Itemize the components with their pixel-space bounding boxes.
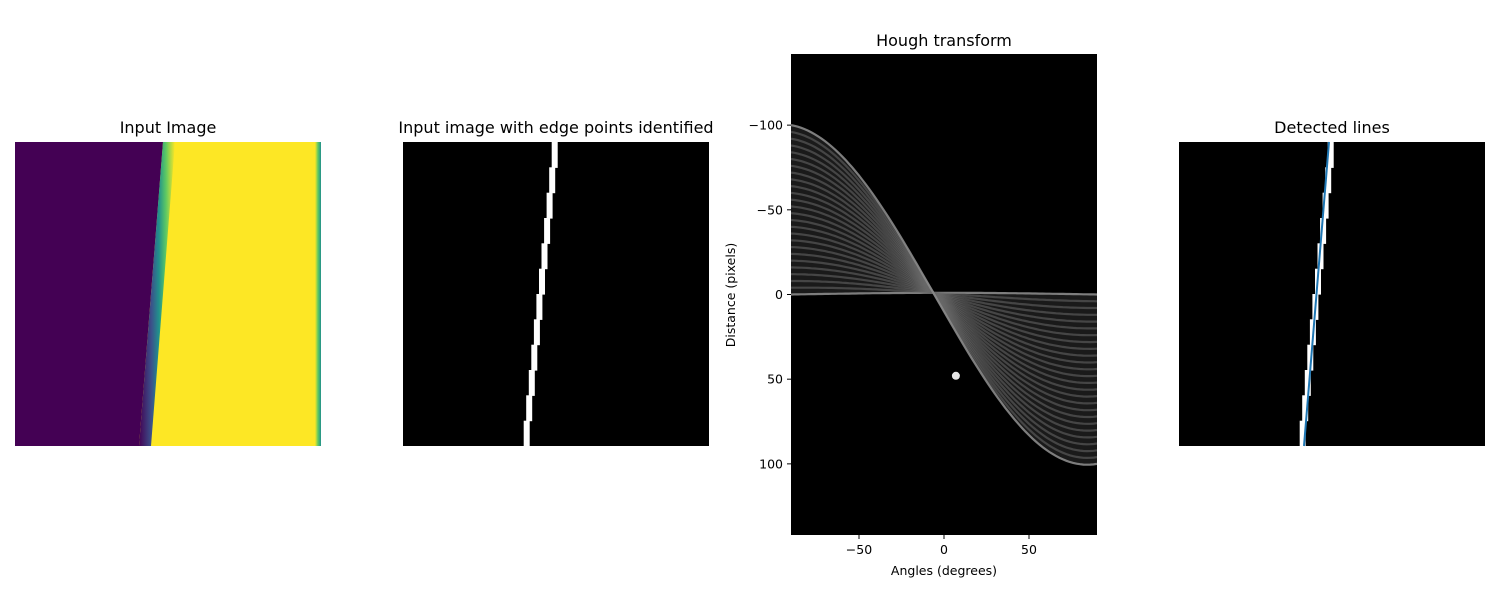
edge-points: [523, 142, 558, 447]
hough-x-tick-label: 0: [940, 542, 948, 557]
hough-x-ticks: −50 0 50: [846, 535, 1037, 557]
hough-y-tick-label: 0: [775, 287, 783, 302]
input-image-right-border: [315, 142, 321, 446]
input-image-low-region: [15, 142, 163, 446]
detected-edge-segment-9: [1304, 370, 1311, 396]
detected-edge-segment-0: [1327, 142, 1334, 168]
detected-image-background: [1179, 142, 1485, 446]
panel-detected-lines: Detected lines: [1179, 118, 1485, 447]
hough-x-axis-label: Angles (degrees): [891, 563, 997, 578]
detected-edge-segment-10: [1302, 395, 1309, 422]
detected-edge-segment-1: [1325, 167, 1332, 194]
hough-x-tick-label: −50: [846, 542, 872, 557]
edge-point-segment-9: [528, 370, 535, 396]
hough-y-tick-label: 100: [759, 456, 783, 471]
panel-input-image: Input Image: [15, 118, 321, 446]
hough-y-axis-label: Distance (pixels): [723, 243, 738, 347]
hough-y-ticks: −100 −50 0 50 100: [749, 118, 791, 471]
title-input-image: Input Image: [120, 118, 217, 137]
edge-point-segment-6: [536, 294, 543, 320]
detected-edge-segment-3: [1320, 218, 1327, 244]
edge-point-segment-0: [551, 142, 558, 168]
edge-point-segment-11: [523, 420, 530, 447]
panel-hough-transform: Hough transform −50 0 50 −100 −50 0 50 100 Ang…: [723, 31, 1097, 578]
edge-point-segment-3: [544, 218, 551, 244]
hough-y-tick-label: 50: [767, 372, 783, 387]
input-image-edge-gradient: [139, 142, 175, 446]
title-hough-transform: Hough transform: [876, 31, 1012, 50]
hough-x-tick-label: 50: [1021, 542, 1037, 557]
detected-edge-segment-2: [1322, 192, 1329, 219]
title-edge-points: Input image with edge points identified: [398, 118, 713, 137]
edge-point-segment-5: [539, 268, 545, 295]
edge-point-segment-7: [533, 319, 540, 346]
edge-point-segment-1: [549, 167, 556, 194]
detected-line: [1303, 141, 1330, 447]
edge-image-background: [403, 142, 709, 446]
hough-y-tick-label: −50: [757, 202, 783, 217]
detected-edge-segment-11: [1299, 420, 1306, 447]
edge-point-segment-10: [526, 395, 533, 422]
edge-point-segment-2: [546, 192, 553, 219]
panel-edge-points: Input image with edge points identified: [398, 118, 714, 447]
hough-sinusoid-25: [791, 124, 1097, 466]
hough-sinusoids: [791, 124, 1097, 466]
edge-point-segment-4: [541, 243, 548, 270]
title-detected-lines: Detected lines: [1274, 118, 1390, 137]
hough-y-tick-label: −100: [749, 118, 783, 133]
edge-point-segment-8: [531, 344, 538, 371]
hough-peak: [951, 371, 960, 380]
